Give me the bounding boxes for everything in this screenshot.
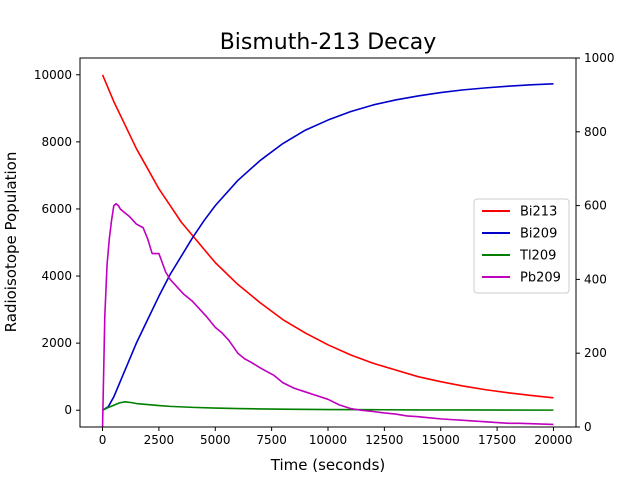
series-line-bi209 <box>102 83 554 411</box>
series-layer <box>101 74 554 427</box>
legend-label: Bi213 <box>520 205 557 220</box>
legend-label: Bi209 <box>520 227 557 242</box>
y-right-tick-label: 1000 <box>584 51 615 65</box>
x-tick-label: 17500 <box>478 433 516 447</box>
y-right-tick-label: 800 <box>584 125 607 139</box>
y-axis-left: 0 2000 4000 6000 8000 10000 <box>34 68 80 417</box>
legend: Bi213 Bi209 Tl209 Pb209 <box>473 198 570 294</box>
chart-title: Bismuth-213 Decay <box>220 30 437 55</box>
y-axis-right: 0 200 400 600 800 1000 <box>576 51 615 434</box>
y-left-tick-label: 8000 <box>41 135 72 149</box>
legend-label: Pb209 <box>520 271 561 286</box>
series-line-pb209 <box>101 202 554 427</box>
x-tick-label: 2500 <box>144 433 175 447</box>
y-right-tick-label: 600 <box>584 199 607 213</box>
x-axis: 0 2500 5000 7500 10000 12500 15000 17500 20000 <box>99 427 573 447</box>
y-left-tick-label: 10000 <box>34 68 72 82</box>
y-right-tick-label: 0 <box>584 420 592 434</box>
y-left-tick-label: 6000 <box>41 202 72 216</box>
x-tick-label: 12500 <box>365 433 403 447</box>
legend-box <box>473 198 570 294</box>
y-left-tick-label: 4000 <box>41 269 72 283</box>
y-axis-title: Radioisotope Population <box>2 152 20 333</box>
legend-label: Tl209 <box>519 249 556 264</box>
series-line-tl209 <box>102 401 554 411</box>
x-tick-label: 20000 <box>534 433 572 447</box>
series-line-bi213 <box>101 74 554 399</box>
y-right-tick-label: 200 <box>584 346 607 360</box>
x-tick-label: 15000 <box>422 433 460 447</box>
y-left-tick-label: 0 <box>64 403 72 417</box>
y-right-tick-label: 400 <box>584 272 607 286</box>
x-axis-title: Time (seconds) <box>270 456 386 474</box>
x-tick-label: 0 <box>99 433 107 447</box>
x-tick-label: 10000 <box>309 433 347 447</box>
y-left-tick-label: 2000 <box>41 336 72 350</box>
x-tick-label: 7500 <box>256 433 287 447</box>
x-tick-label: 5000 <box>200 433 231 447</box>
